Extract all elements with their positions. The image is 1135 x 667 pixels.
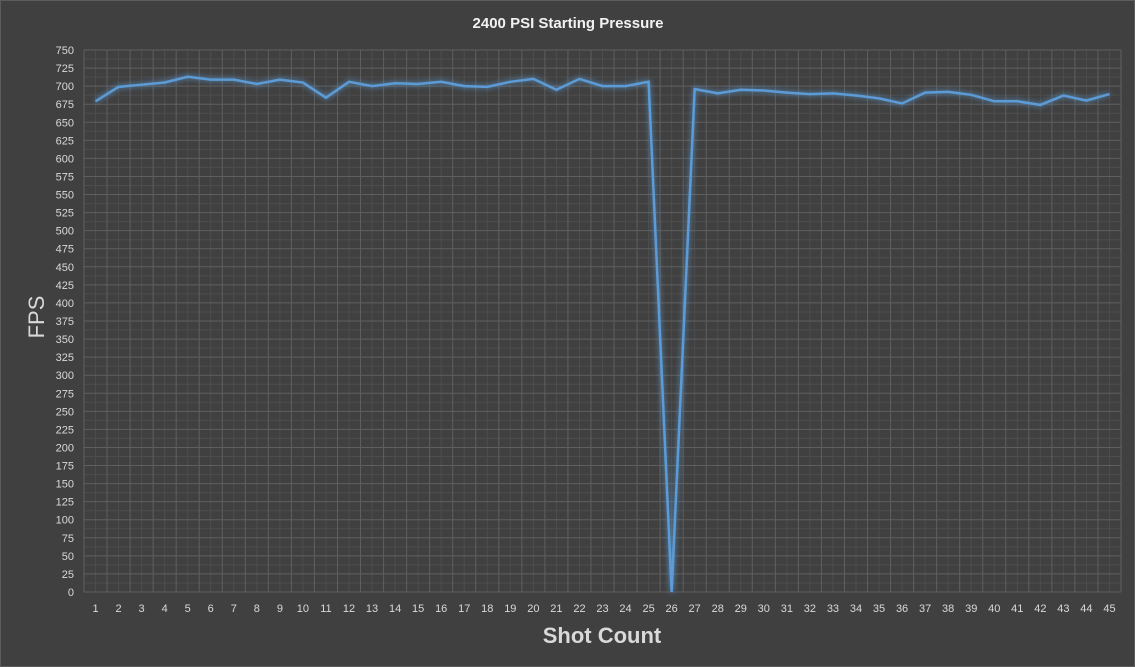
x-tick-label: 43: [1057, 603, 1069, 615]
x-axis-label: Shot Count: [543, 623, 662, 648]
y-tick-label: 625: [56, 135, 74, 147]
y-tick-label: 650: [56, 117, 74, 129]
y-tick-label: 525: [56, 208, 74, 220]
x-tick-label: 14: [389, 603, 401, 615]
x-tick-label: 38: [942, 603, 954, 615]
x-tick-label: 29: [735, 603, 747, 615]
y-tick-label: 325: [56, 352, 74, 364]
x-tick-label: 15: [412, 603, 424, 615]
x-tick-label: 20: [527, 603, 539, 615]
x-tick-label: 34: [850, 603, 862, 615]
x-tick-label: 4: [162, 603, 168, 615]
x-tick-label: 37: [919, 603, 931, 615]
y-tick-label: 450: [56, 262, 74, 274]
series-group: [94, 75, 1110, 593]
x-tick-label: 30: [758, 603, 770, 615]
x-tick-label: 1: [92, 603, 98, 615]
x-tick-label: 6: [208, 603, 214, 615]
x-tick-label: 41: [1011, 603, 1023, 615]
x-tick-label: 3: [139, 603, 145, 615]
y-tick-label: 200: [56, 442, 74, 454]
x-axis-ticks: 1 2 3 4 5 6 7 8 9 10 11 12 13 14 15 16 17 18 19 20 21 22 23 24 2…: [92, 603, 1115, 615]
y-tick-label: 750: [56, 45, 74, 57]
y-tick-label: 225: [56, 424, 74, 436]
x-tick-label: 40: [988, 603, 1000, 615]
x-tick-label: 45: [1103, 603, 1115, 615]
y-tick-label: 600: [56, 153, 74, 165]
x-tick-label: 35: [873, 603, 885, 615]
x-tick-label: 18: [481, 603, 493, 615]
y-tick-label: 25: [62, 569, 74, 581]
x-tick-label: 21: [550, 603, 562, 615]
x-tick-label: 10: [297, 603, 309, 615]
chart-title: 2400 PSI Starting Pressure: [473, 15, 664, 32]
y-tick-label: 425: [56, 280, 74, 292]
x-tick-label: 26: [666, 603, 678, 615]
y-tick-label: 500: [56, 226, 74, 238]
x-tick-label: 19: [504, 603, 516, 615]
y-tick-label: 175: [56, 461, 74, 473]
x-tick-label: 7: [231, 603, 237, 615]
x-tick-label: 22: [573, 603, 585, 615]
x-tick-label: 11: [320, 603, 331, 615]
x-tick-label: 33: [827, 603, 839, 615]
x-tick-label: 36: [896, 603, 908, 615]
y-tick-label: 50: [62, 551, 74, 563]
y-tick-label: 150: [56, 479, 74, 491]
y-tick-label: 100: [56, 515, 74, 527]
y-tick-label: 125: [56, 497, 74, 509]
y-tick-label: 700: [56, 81, 74, 93]
y-axis-ticks: 0 25 50 75 100 125 150 175 200 225 250 275 300 325 350…: [56, 45, 74, 599]
y-tick-label: 475: [56, 244, 74, 256]
x-tick-label: 39: [965, 603, 977, 615]
x-tick-label: 44: [1080, 603, 1092, 615]
gridlines: [83, 49, 1122, 593]
x-tick-label: 23: [596, 603, 608, 615]
x-tick-label: 12: [343, 603, 355, 615]
x-tick-label: 24: [619, 603, 631, 615]
x-tick-label: 27: [689, 603, 701, 615]
x-tick-label: 2: [116, 603, 122, 615]
x-tick-label: 42: [1034, 603, 1046, 615]
y-tick-label: 400: [56, 298, 74, 310]
x-tick-label: 31: [781, 603, 793, 615]
y-tick-label: 275: [56, 388, 74, 400]
x-tick-label: 5: [185, 603, 191, 615]
y-tick-label: 725: [56, 63, 74, 75]
y-tick-label: 575: [56, 171, 74, 183]
x-tick-label: 16: [435, 603, 447, 615]
x-tick-label: 25: [642, 603, 654, 615]
x-tick-label: 9: [277, 603, 283, 615]
y-tick-label: 350: [56, 334, 74, 346]
x-tick-label: 8: [254, 603, 260, 615]
y-tick-label: 250: [56, 406, 74, 418]
series-line: [94, 75, 1110, 593]
x-tick-label: 28: [712, 603, 724, 615]
y-tick-label: 75: [62, 533, 74, 545]
y-tick-label: 0: [68, 587, 74, 599]
y-axis-label: FPS: [24, 296, 49, 339]
x-tick-label: 32: [804, 603, 816, 615]
y-tick-label: 550: [56, 190, 74, 202]
y-tick-label: 300: [56, 370, 74, 382]
y-tick-label: 375: [56, 316, 74, 328]
x-tick-label: 13: [366, 603, 378, 615]
x-tick-label: 17: [458, 603, 470, 615]
y-tick-label: 675: [56, 99, 74, 111]
